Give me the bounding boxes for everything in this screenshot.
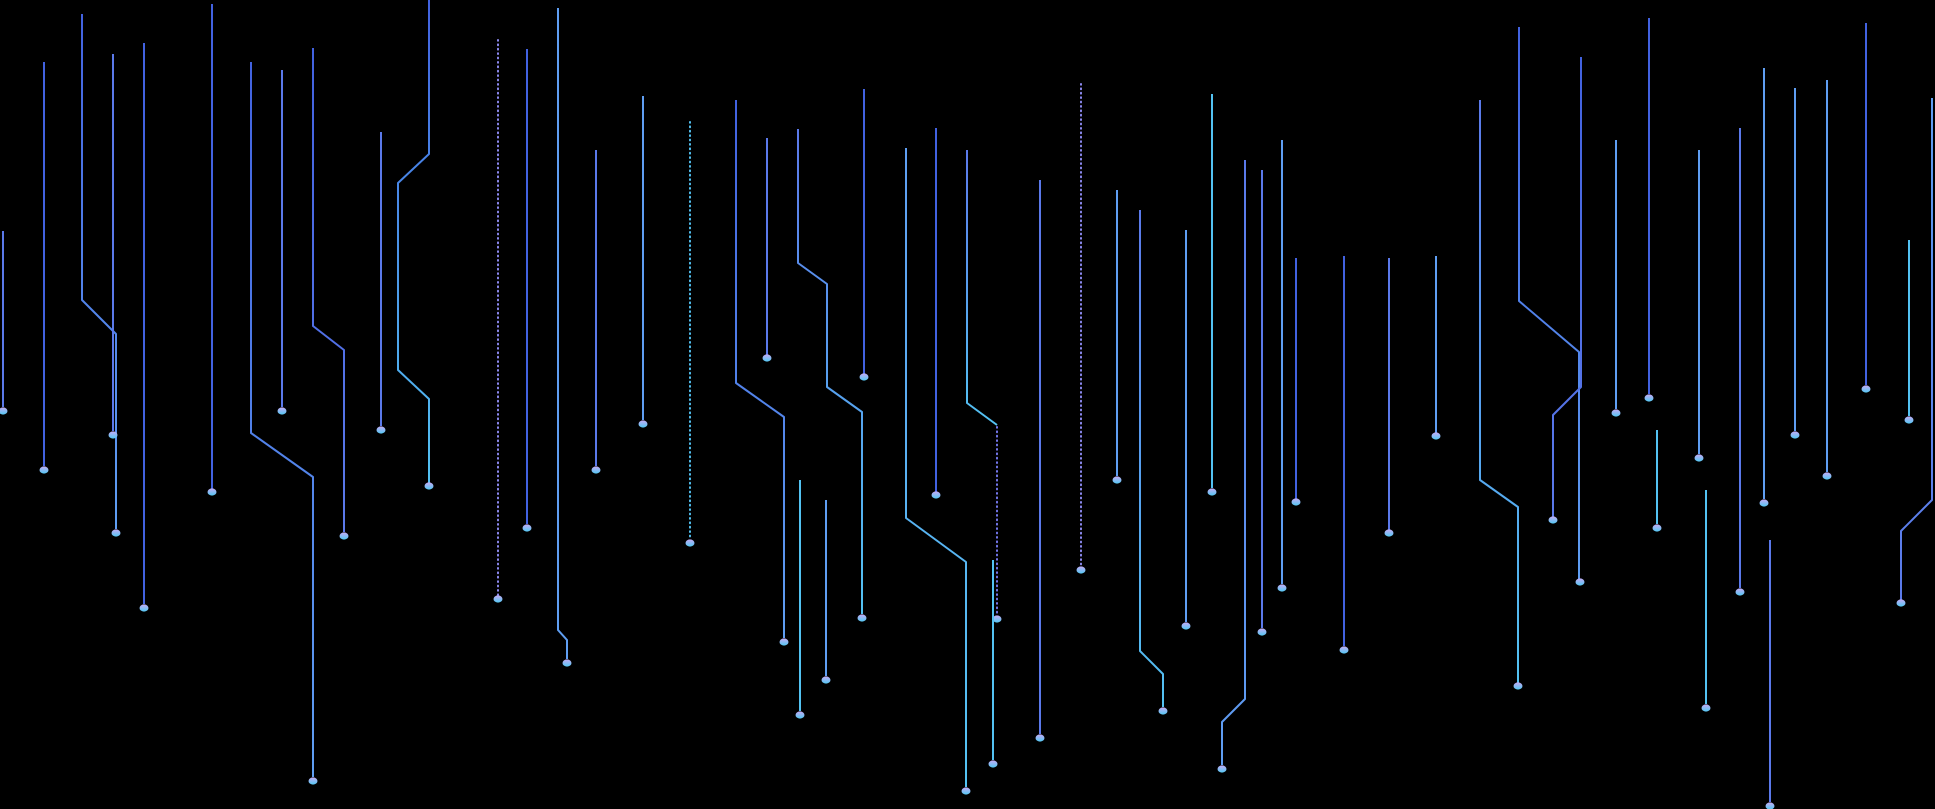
node-dot xyxy=(1759,499,1769,507)
circuit-trace xyxy=(1221,160,1246,765)
node-dot xyxy=(1035,734,1045,742)
node-dot xyxy=(1384,529,1394,537)
node-dot xyxy=(859,373,869,381)
node-dot xyxy=(139,604,149,612)
node-dot xyxy=(0,407,8,415)
node-dot xyxy=(1735,588,1745,596)
node-dot xyxy=(857,614,867,622)
node-dot xyxy=(1112,476,1122,484)
circuit-trace xyxy=(1479,100,1519,683)
node-dot xyxy=(1339,646,1349,654)
node-dot xyxy=(1257,628,1267,636)
node-dot xyxy=(1575,578,1585,586)
node-dot xyxy=(795,711,805,719)
circuit-trace xyxy=(905,148,967,787)
node-dot xyxy=(108,431,118,439)
node-dot xyxy=(1896,599,1906,607)
node-dot xyxy=(988,760,998,768)
node-dot xyxy=(1701,704,1711,712)
node-dot xyxy=(591,466,601,474)
circuit-trace xyxy=(312,48,345,532)
node-dot xyxy=(1611,409,1621,417)
node-dot xyxy=(1644,394,1654,402)
node-dot xyxy=(1431,432,1441,440)
node-dot xyxy=(562,659,572,667)
node-dot xyxy=(1513,682,1523,690)
circuit-trace xyxy=(250,62,314,777)
node-dot xyxy=(376,426,386,434)
circuit-trace xyxy=(81,14,117,529)
node-dot xyxy=(1181,622,1191,630)
node-dot xyxy=(424,482,434,490)
node-dot xyxy=(207,488,217,496)
node-dot xyxy=(339,532,349,540)
node-dot xyxy=(1277,584,1287,592)
circuit-trace xyxy=(735,100,785,638)
circuit-trace xyxy=(557,8,568,659)
node-dot xyxy=(1076,566,1086,574)
node-dot xyxy=(762,354,772,362)
node-dot xyxy=(1822,472,1832,480)
node-dot xyxy=(522,524,532,532)
node-dot xyxy=(1291,498,1301,506)
node-dot xyxy=(1765,802,1775,809)
node-dot xyxy=(111,529,121,537)
node-dot xyxy=(992,615,1002,623)
node-dot xyxy=(1207,488,1217,496)
circuit-trace xyxy=(1552,57,1582,517)
node-dot xyxy=(308,777,318,785)
node-dot xyxy=(931,491,941,499)
node-dot xyxy=(39,466,49,474)
node-dot xyxy=(1158,707,1168,715)
node-dot xyxy=(1217,765,1227,773)
circuit-trace xyxy=(1139,210,1164,707)
circuit-trace xyxy=(397,0,430,483)
node-dot xyxy=(493,595,503,603)
node-dot xyxy=(779,638,789,646)
node-dot xyxy=(961,787,971,795)
node-dot xyxy=(1694,454,1704,462)
circuit-trace xyxy=(1518,27,1580,579)
node-dot xyxy=(821,676,831,684)
node-dot xyxy=(277,407,287,415)
circuit-trace xyxy=(966,150,998,426)
node-dot xyxy=(685,539,695,547)
node-dot xyxy=(638,420,648,428)
node-dot xyxy=(1652,524,1662,532)
circuit-trace xyxy=(1900,98,1933,600)
node-dot xyxy=(1861,385,1871,393)
node-dot xyxy=(1548,516,1558,524)
node-dot xyxy=(1904,416,1914,424)
circuit-trace xyxy=(797,129,863,614)
node-dot xyxy=(1790,431,1800,439)
